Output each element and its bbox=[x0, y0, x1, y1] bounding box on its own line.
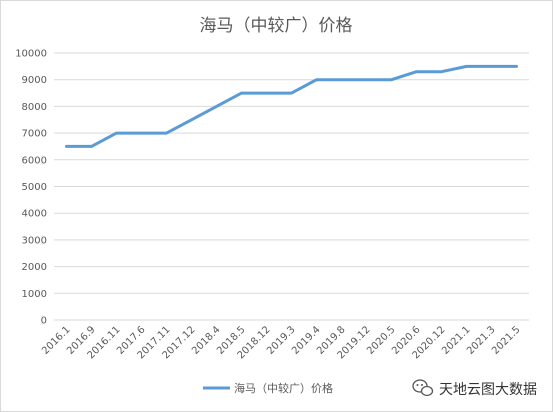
y-tick-label: 2000 bbox=[22, 262, 47, 273]
y-tick-label: 6000 bbox=[22, 155, 47, 166]
data-point bbox=[165, 131, 168, 135]
data-point bbox=[265, 91, 268, 95]
y-tick-label: 9000 bbox=[22, 75, 47, 86]
data-point bbox=[190, 118, 193, 122]
data-point bbox=[215, 105, 218, 108]
y-tick-label: 1000 bbox=[22, 289, 47, 300]
chart-title: 海马（中较广）价格 bbox=[200, 16, 353, 36]
data-point bbox=[390, 78, 393, 81]
y-axis: 0 1000 2000 3000 4000 5000 6000 7000 8000 9000 100… bbox=[15, 49, 47, 327]
y-tick-label: 10000 bbox=[15, 49, 47, 60]
data-point bbox=[490, 65, 493, 68]
data-point bbox=[340, 78, 343, 81]
wechat-icon bbox=[412, 379, 434, 397]
watermark-text: 天地云图大数据 bbox=[439, 382, 537, 398]
y-tick-label: 4000 bbox=[22, 209, 47, 220]
data-point bbox=[90, 145, 93, 148]
data-point bbox=[65, 145, 68, 148]
watermark: 天地云图大数据 bbox=[412, 379, 537, 398]
data-point bbox=[515, 65, 518, 68]
y-tick-label: 8000 bbox=[22, 102, 47, 113]
y-tick-label: 3000 bbox=[22, 235, 47, 246]
data-point bbox=[365, 78, 368, 81]
data-point bbox=[415, 70, 418, 73]
y-tick-label: 0 bbox=[41, 316, 47, 327]
data-point bbox=[315, 78, 318, 81]
y-tick-label: 7000 bbox=[22, 129, 47, 140]
data-point bbox=[115, 131, 118, 135]
series-layer bbox=[65, 64, 518, 148]
data-point bbox=[440, 70, 443, 73]
legend-label: 海马（中较广）价格 bbox=[234, 381, 333, 395]
data-point bbox=[140, 131, 143, 135]
legend: 海马（中较广）价格 bbox=[203, 381, 333, 395]
data-point bbox=[290, 91, 293, 95]
y-tick-label: 5000 bbox=[22, 182, 47, 193]
gridlines bbox=[54, 52, 529, 321]
data-point bbox=[465, 65, 468, 68]
data-point bbox=[240, 91, 243, 95]
